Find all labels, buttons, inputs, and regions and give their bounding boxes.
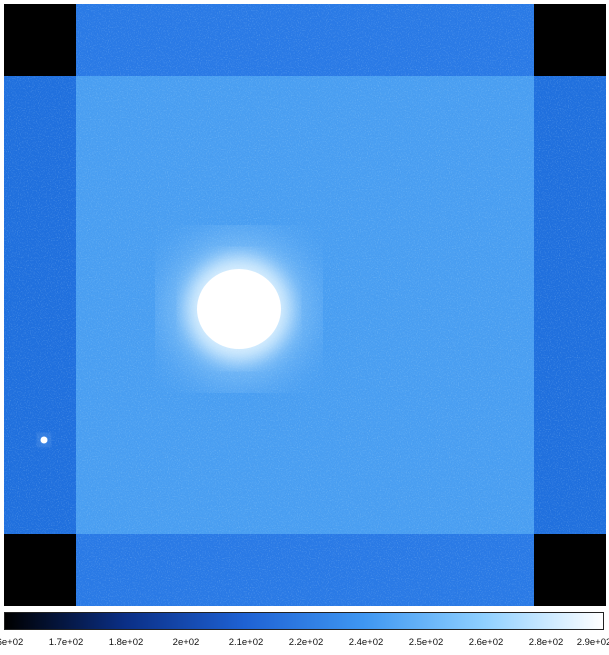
masked-corner-bottom-left — [4, 534, 76, 606]
colorbar-tick-label: 2e+02 — [172, 637, 200, 648]
bright-source-core — [197, 269, 281, 349]
masked-corner-bottom-right — [534, 534, 606, 606]
colorbar-tick-label: 2.2e+02 — [288, 637, 324, 648]
colorbar-tick-label: 2.5e+02 — [408, 637, 444, 648]
colorbar-tick-label: 1.8e+02 — [108, 637, 144, 648]
colorbar-tick-labels: 1.6e+02 1.7e+02 1.8e+02 2e+02 2.1e+02 2.… — [0, 637, 609, 651]
colorbar-tick-label: 2.9e+02 — [576, 637, 609, 648]
colorbar-tick-label: 1.7e+02 — [48, 637, 84, 648]
colorbar-tick-label: 2.8e+02 — [528, 637, 564, 648]
colorbar-tick-label: 2.6e+02 — [468, 637, 504, 648]
masked-corner-top-right — [534, 4, 606, 76]
astronomical-image — [4, 4, 606, 606]
colorbar-tick-label: 1.6e+02 — [0, 637, 24, 648]
colorbar-tick-label: 2.4e+02 — [348, 637, 384, 648]
colorbar — [4, 612, 604, 630]
colorbar-tick-label: 2.1e+02 — [228, 637, 264, 648]
masked-corner-top-left — [4, 4, 76, 76]
